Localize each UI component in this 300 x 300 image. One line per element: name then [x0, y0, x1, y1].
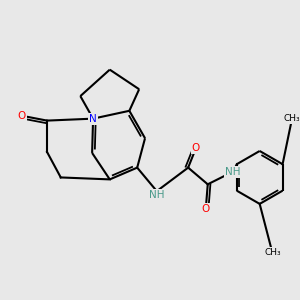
Text: O: O	[17, 111, 26, 121]
Text: CH₃: CH₃	[284, 114, 300, 123]
Text: NH: NH	[149, 190, 164, 200]
Text: CH₃: CH₃	[264, 248, 281, 257]
Text: N: N	[89, 114, 97, 124]
Text: O: O	[202, 204, 210, 214]
Text: O: O	[192, 143, 200, 153]
Text: NH: NH	[226, 167, 241, 177]
